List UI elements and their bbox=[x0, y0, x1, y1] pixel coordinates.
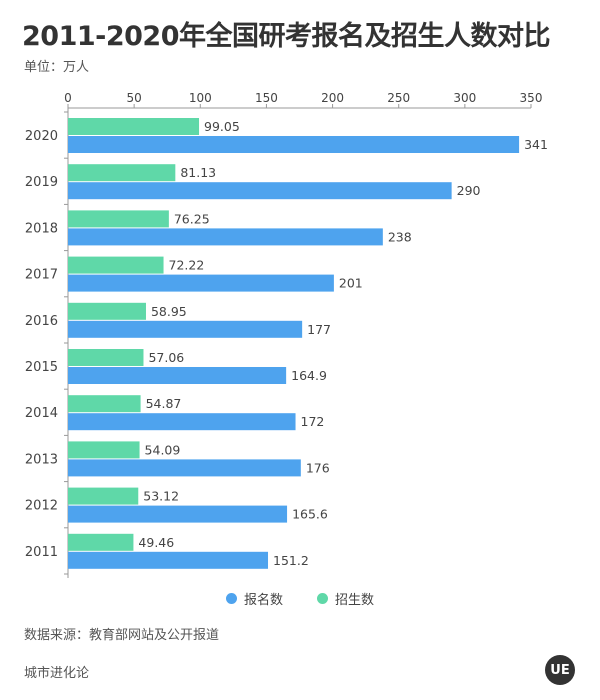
data-label-admissions: 99.05 bbox=[204, 119, 240, 134]
bar-applicants bbox=[68, 551, 269, 569]
data-label-admissions: 54.09 bbox=[145, 442, 181, 457]
bar-applicants bbox=[68, 505, 288, 523]
bar-applicants bbox=[68, 367, 287, 384]
bar-admissions bbox=[68, 533, 134, 551]
y-tick-label: 2020 bbox=[25, 129, 58, 144]
y-tick-label: 2013 bbox=[25, 452, 58, 467]
data-label-applicants: 176 bbox=[306, 460, 330, 475]
bar-admissions bbox=[68, 118, 200, 135]
data-label-applicants: 164.9 bbox=[291, 368, 327, 383]
bar-admissions bbox=[68, 164, 176, 182]
data-label-applicants: 201 bbox=[339, 276, 363, 291]
unit-label: 单位：万人 bbox=[24, 60, 90, 75]
data-label-admissions: 57.06 bbox=[148, 350, 184, 365]
data-label-applicants: 172 bbox=[301, 414, 325, 429]
bar-applicants bbox=[68, 320, 303, 338]
y-tick-label: 2018 bbox=[25, 221, 58, 236]
legend-marker-applicants bbox=[225, 593, 237, 604]
legend-item-applicants: 报名数 bbox=[225, 589, 283, 608]
data-label-admissions: 76.25 bbox=[174, 211, 210, 226]
bar-admissions bbox=[68, 256, 164, 274]
chart-title: 2011-2020年全国研考报名及招生人数对比 bbox=[22, 21, 551, 52]
data-label-admissions: 58.95 bbox=[151, 304, 187, 319]
data-label-applicants: 290 bbox=[457, 183, 481, 198]
data-source: 数据来源：教育部网站及公开报道 bbox=[24, 628, 220, 643]
brand-name: 城市进化论 bbox=[24, 666, 90, 681]
data-label-admissions: 53.12 bbox=[143, 489, 179, 504]
data-label-applicants: 238 bbox=[388, 229, 412, 244]
data-label-admissions: 54.87 bbox=[146, 396, 182, 411]
data-label-admissions: 49.46 bbox=[138, 535, 174, 550]
x-tick-label: 150 bbox=[255, 91, 278, 105]
bar-admissions bbox=[68, 487, 139, 505]
bar-admissions bbox=[68, 210, 169, 228]
x-tick-label: 300 bbox=[453, 91, 476, 105]
y-tick-label: 2014 bbox=[25, 406, 58, 421]
y-tick-label: 2016 bbox=[25, 314, 58, 329]
data-label-applicants: 177 bbox=[307, 322, 331, 337]
bar-applicants bbox=[68, 182, 452, 200]
legend: 报名数 招生数 bbox=[0, 589, 600, 608]
bar-applicants bbox=[68, 136, 520, 153]
y-tick-label: 2015 bbox=[25, 360, 58, 375]
legend-label-applicants: 报名数 bbox=[243, 593, 283, 608]
y-tick-label: 2017 bbox=[25, 268, 58, 283]
bar-admissions bbox=[68, 349, 144, 366]
legend-item-admissions: 招生数 bbox=[317, 589, 374, 608]
x-tick-label: 50 bbox=[127, 91, 142, 105]
bar-applicants bbox=[68, 413, 296, 431]
bar-admissions bbox=[68, 302, 146, 320]
bar-admissions bbox=[68, 441, 140, 459]
y-tick-label: 2011 bbox=[25, 545, 58, 560]
data-label-applicants: 165.6 bbox=[292, 507, 328, 522]
bar-applicants bbox=[68, 274, 334, 292]
y-tick-label: 2019 bbox=[25, 175, 58, 190]
bar-chart: 0 50 100 150 200 250 300 350 2020 99.05 341 2019 81.… bbox=[25, 91, 548, 578]
y-tick-label: 2012 bbox=[25, 499, 58, 514]
bar-applicants bbox=[68, 459, 301, 477]
brand-logo: UE bbox=[545, 655, 575, 685]
bar-applicants bbox=[68, 228, 383, 246]
data-label-admissions: 72.22 bbox=[169, 258, 205, 273]
x-tick-label: 100 bbox=[189, 91, 212, 105]
data-label-applicants: 151.2 bbox=[273, 553, 309, 568]
bar-admissions bbox=[68, 395, 141, 413]
data-label-admissions: 81.13 bbox=[180, 165, 216, 180]
x-tick-label: 200 bbox=[321, 91, 344, 105]
legend-marker-admissions bbox=[317, 593, 328, 604]
x-tick-label: 250 bbox=[387, 91, 410, 105]
x-tick-label: 350 bbox=[520, 91, 543, 105]
x-tick-label: 0 bbox=[64, 91, 72, 105]
data-label-applicants: 341 bbox=[524, 137, 548, 152]
legend-label-admissions: 招生数 bbox=[335, 593, 375, 608]
